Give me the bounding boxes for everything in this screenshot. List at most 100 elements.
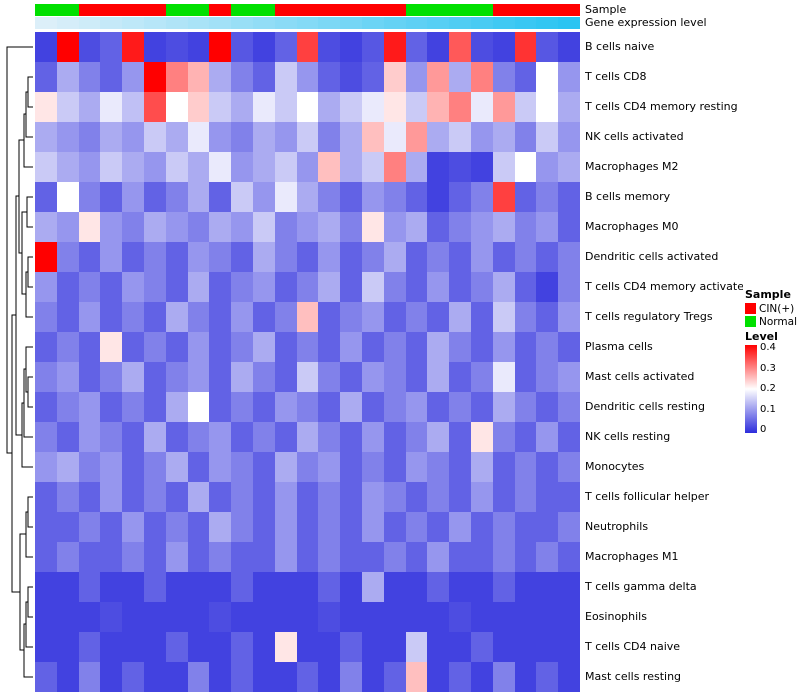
heatmap-cell <box>122 242 144 272</box>
heatmap-cell <box>209 62 232 92</box>
heatmap-cell <box>296 332 319 362</box>
heatmap-cell <box>340 602 362 632</box>
row-label: Macrophages M2 <box>585 160 679 173</box>
heatmap-cell <box>165 632 188 662</box>
heatmap-cell <box>78 632 101 662</box>
heatmap-cell <box>165 332 188 362</box>
gene-expression-annotation-cell <box>56 17 79 29</box>
heatmap-cell <box>143 272 166 302</box>
heatmap-cell <box>252 32 275 62</box>
heatmap-cell <box>35 662 57 692</box>
heatmap-cell <box>296 572 319 602</box>
heatmap-cell <box>143 242 166 272</box>
heatmap-cell <box>383 212 406 242</box>
heatmap-cell <box>470 602 493 632</box>
sample-annotation-cell <box>35 4 57 16</box>
gene-expression-annotation-cell <box>405 17 428 29</box>
heatmap-cell <box>296 212 319 242</box>
heatmap-cell <box>35 62 57 92</box>
heatmap-cell <box>296 272 319 302</box>
heatmap-cell <box>231 122 253 152</box>
sample-annotation-cell <box>296 4 319 16</box>
heatmap-cell <box>405 332 428 362</box>
heatmap-cell <box>100 572 123 602</box>
row-label: T cells CD4 naive <box>585 640 681 653</box>
heatmap-cell <box>56 512 79 542</box>
heatmap-cell <box>536 92 559 122</box>
heatmap-cell <box>318 482 341 512</box>
heatmap-cell <box>470 572 493 602</box>
heatmap-cell <box>35 182 57 212</box>
heatmap-cell <box>56 452 79 482</box>
heatmap-cell <box>252 662 275 692</box>
row-label: Monocytes <box>585 460 645 473</box>
heatmap-cell <box>122 32 144 62</box>
heatmap-cell <box>274 392 297 422</box>
legend-sample-item: Normal <box>745 315 799 328</box>
heatmap-cell <box>558 272 580 302</box>
heatmap-cell <box>536 512 559 542</box>
heatmap-cell <box>209 392 232 422</box>
heatmap-cell <box>35 512 57 542</box>
heatmap-cell <box>470 212 493 242</box>
heatmap-cell <box>231 272 253 302</box>
heatmap-cell <box>427 62 450 92</box>
heatmap-cell <box>209 452 232 482</box>
heatmap-cell <box>252 542 275 572</box>
heatmap-cell <box>536 122 559 152</box>
heatmap-cell <box>361 452 384 482</box>
heatmap-cell <box>318 572 341 602</box>
heatmap-cell <box>56 482 79 512</box>
heatmap-cell <box>383 512 406 542</box>
gene-expression-annotation-cell <box>78 17 101 29</box>
sample-annotation-cell <box>252 4 275 16</box>
heatmap-cell <box>296 662 319 692</box>
gene-expression-annotation-cell <box>100 17 123 29</box>
row-labels: B cells naive T cells CD8 T cells CD4 memo… <box>585 32 743 692</box>
heatmap-cell <box>165 392 188 422</box>
heatmap-cell <box>361 182 384 212</box>
sample-annotation-cell <box>100 4 123 16</box>
heatmap-cell <box>56 92 79 122</box>
heatmap-cell <box>536 272 559 302</box>
heatmap-cell <box>274 602 297 632</box>
row-label: T cells CD8 <box>585 70 647 83</box>
heatmap-cell <box>56 32 79 62</box>
heatmap-cell <box>143 482 166 512</box>
heatmap-cell <box>361 362 384 392</box>
sample-annotation-cell <box>514 4 537 16</box>
heatmap-cell <box>209 662 232 692</box>
heatmap-cell <box>165 32 188 62</box>
heatmap-cell <box>470 452 493 482</box>
heatmap-cell <box>143 302 166 332</box>
heatmap-cell <box>209 362 232 392</box>
heatmap-cell <box>514 422 537 452</box>
heatmap-cell <box>492 62 515 92</box>
row-label: Macrophages M0 <box>585 220 679 233</box>
heatmap-cell <box>296 302 319 332</box>
heatmap-cell <box>231 332 253 362</box>
heatmap-cell <box>231 542 253 572</box>
sample-annotation-cell <box>340 4 362 16</box>
gene-expression-annotation-cell <box>187 17 210 29</box>
heatmap-cell <box>165 362 188 392</box>
level-tick-label: 0.1 <box>760 403 776 415</box>
heatmap-cell <box>361 32 384 62</box>
heatmap-cell <box>296 482 319 512</box>
heatmap-cell <box>187 302 210 332</box>
heatmap-cell <box>536 362 559 392</box>
heatmap-cell <box>470 242 493 272</box>
heatmap-cell <box>427 242 450 272</box>
heatmap-cell <box>187 32 210 62</box>
heatmap-cell <box>122 62 144 92</box>
heatmap-cell <box>35 362 57 392</box>
heatmap-cell <box>35 452 57 482</box>
heatmap-cell <box>449 482 471 512</box>
heatmap-cell <box>296 392 319 422</box>
heatmap-cell <box>318 122 341 152</box>
heatmap-cell <box>492 602 515 632</box>
heatmap-cell <box>187 212 210 242</box>
heatmap-cell <box>78 662 101 692</box>
heatmap-cell <box>231 482 253 512</box>
heatmap-cell <box>296 32 319 62</box>
